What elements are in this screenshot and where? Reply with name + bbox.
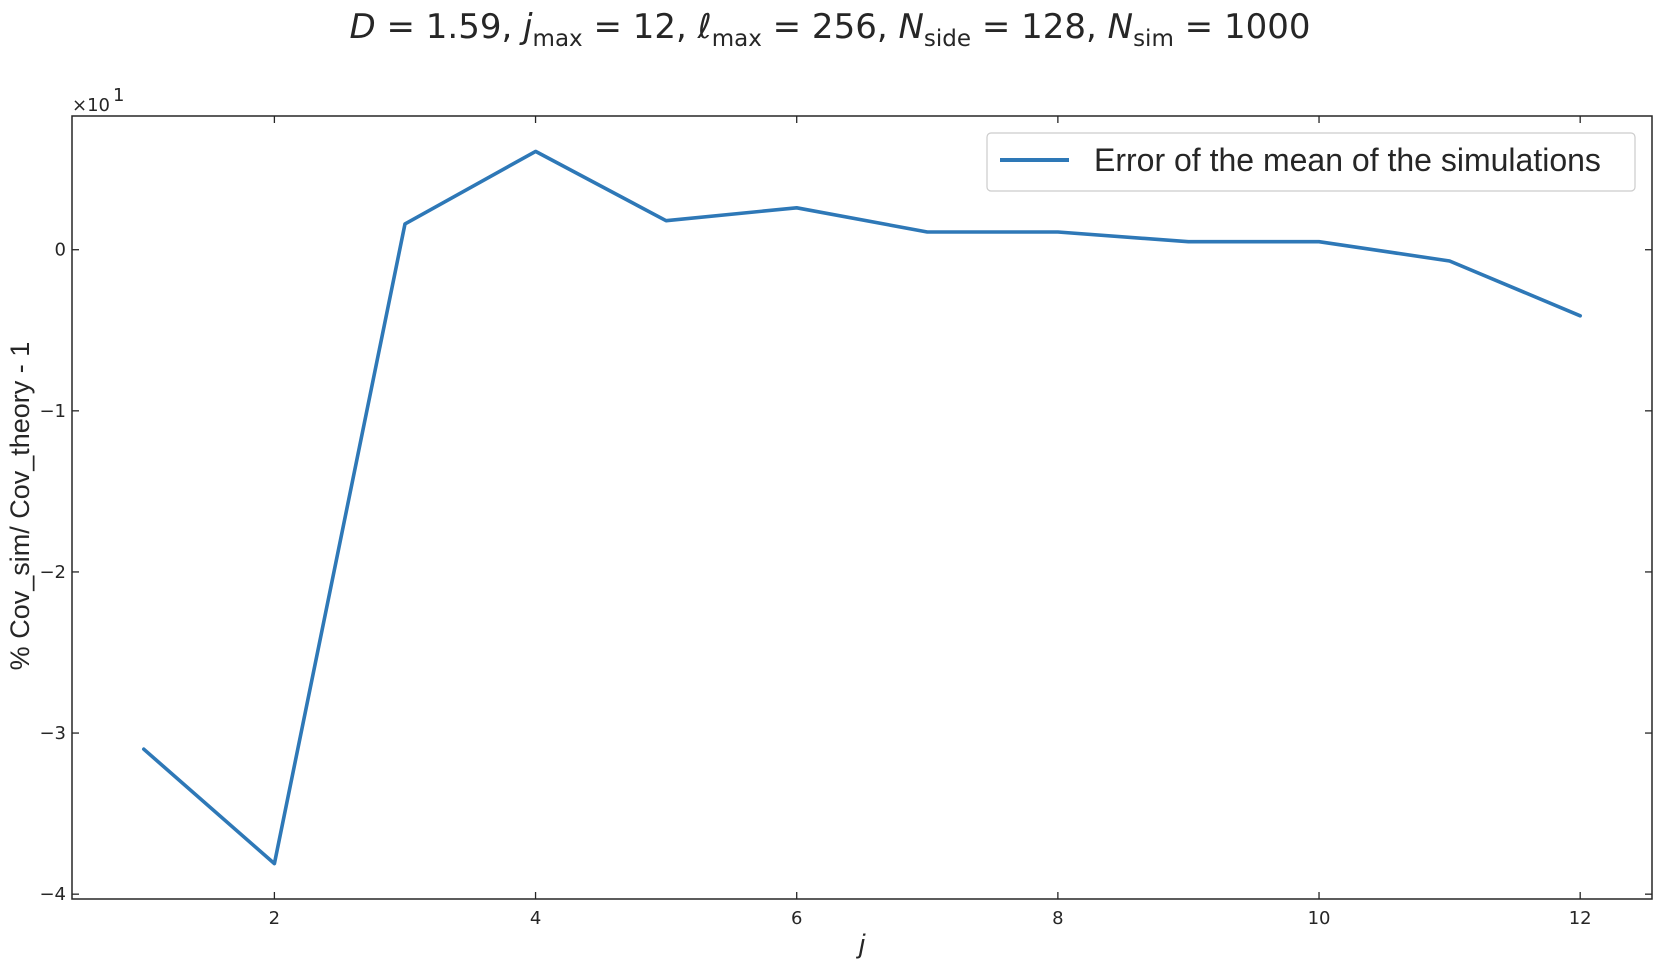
x-tick-label: 10 (1308, 908, 1331, 929)
x-tick-label: 8 (1052, 908, 1063, 929)
series-line (142, 149, 1582, 866)
legend-box (986, 132, 1636, 192)
x-tick-label: 12 (1569, 908, 1592, 929)
y-tick-label: −3 (39, 723, 66, 744)
chart-title-part: N (898, 7, 923, 47)
chart-title: D = 1.59, jmax = 12, ℓmax = 256, Nside =… (349, 7, 1310, 52)
chart-title-part: = 256, (762, 7, 899, 47)
x-tick-label: 2 (269, 908, 280, 929)
y-axis-ticks: 0 −1 −2 −3 −4 (39, 240, 1652, 905)
chart-title-part: = 1.59, (376, 7, 523, 47)
chart-title-part: = 128, (971, 7, 1108, 47)
chart-title-part: j (519, 7, 533, 47)
chart-title-part: max (712, 26, 762, 52)
chart-title-part: side (924, 26, 971, 52)
chart-title-part: ℓ (697, 7, 712, 47)
chart-title-part: sim (1133, 26, 1174, 52)
x-axis-label: j (855, 929, 866, 959)
x-tick-label: 4 (530, 908, 541, 929)
x-tick-label: 6 (791, 908, 802, 929)
chart-title-part: = 1000 (1174, 7, 1311, 47)
y-tick-label: −1 (39, 401, 66, 422)
chart-title-part: N (1108, 7, 1133, 47)
y-tick-label: −4 (39, 884, 66, 905)
legend-label: Error of the mean of the simulations (1094, 142, 1601, 178)
plot-area-frame (71, 115, 1653, 900)
y-tick-label: 0 (55, 240, 66, 261)
series-layer (142, 149, 1582, 866)
chart-title-part: = 12, (583, 7, 698, 47)
y-tick-label: −2 (39, 562, 66, 583)
y-axis-label: % Cov_sim/ Cov_theory - 1 (5, 342, 35, 671)
x-axis-ticks: 2 4 6 8 10 12 (269, 116, 1592, 929)
legend: Error of the mean of the simulations (986, 132, 1636, 192)
y-axis-offset-label: ×10 1 (72, 85, 124, 116)
chart-title-part: max (533, 26, 583, 52)
y-offset-base: ×10 (72, 95, 110, 116)
y-offset-exponent: 1 (113, 85, 124, 106)
chart-title-part: D (349, 7, 375, 47)
